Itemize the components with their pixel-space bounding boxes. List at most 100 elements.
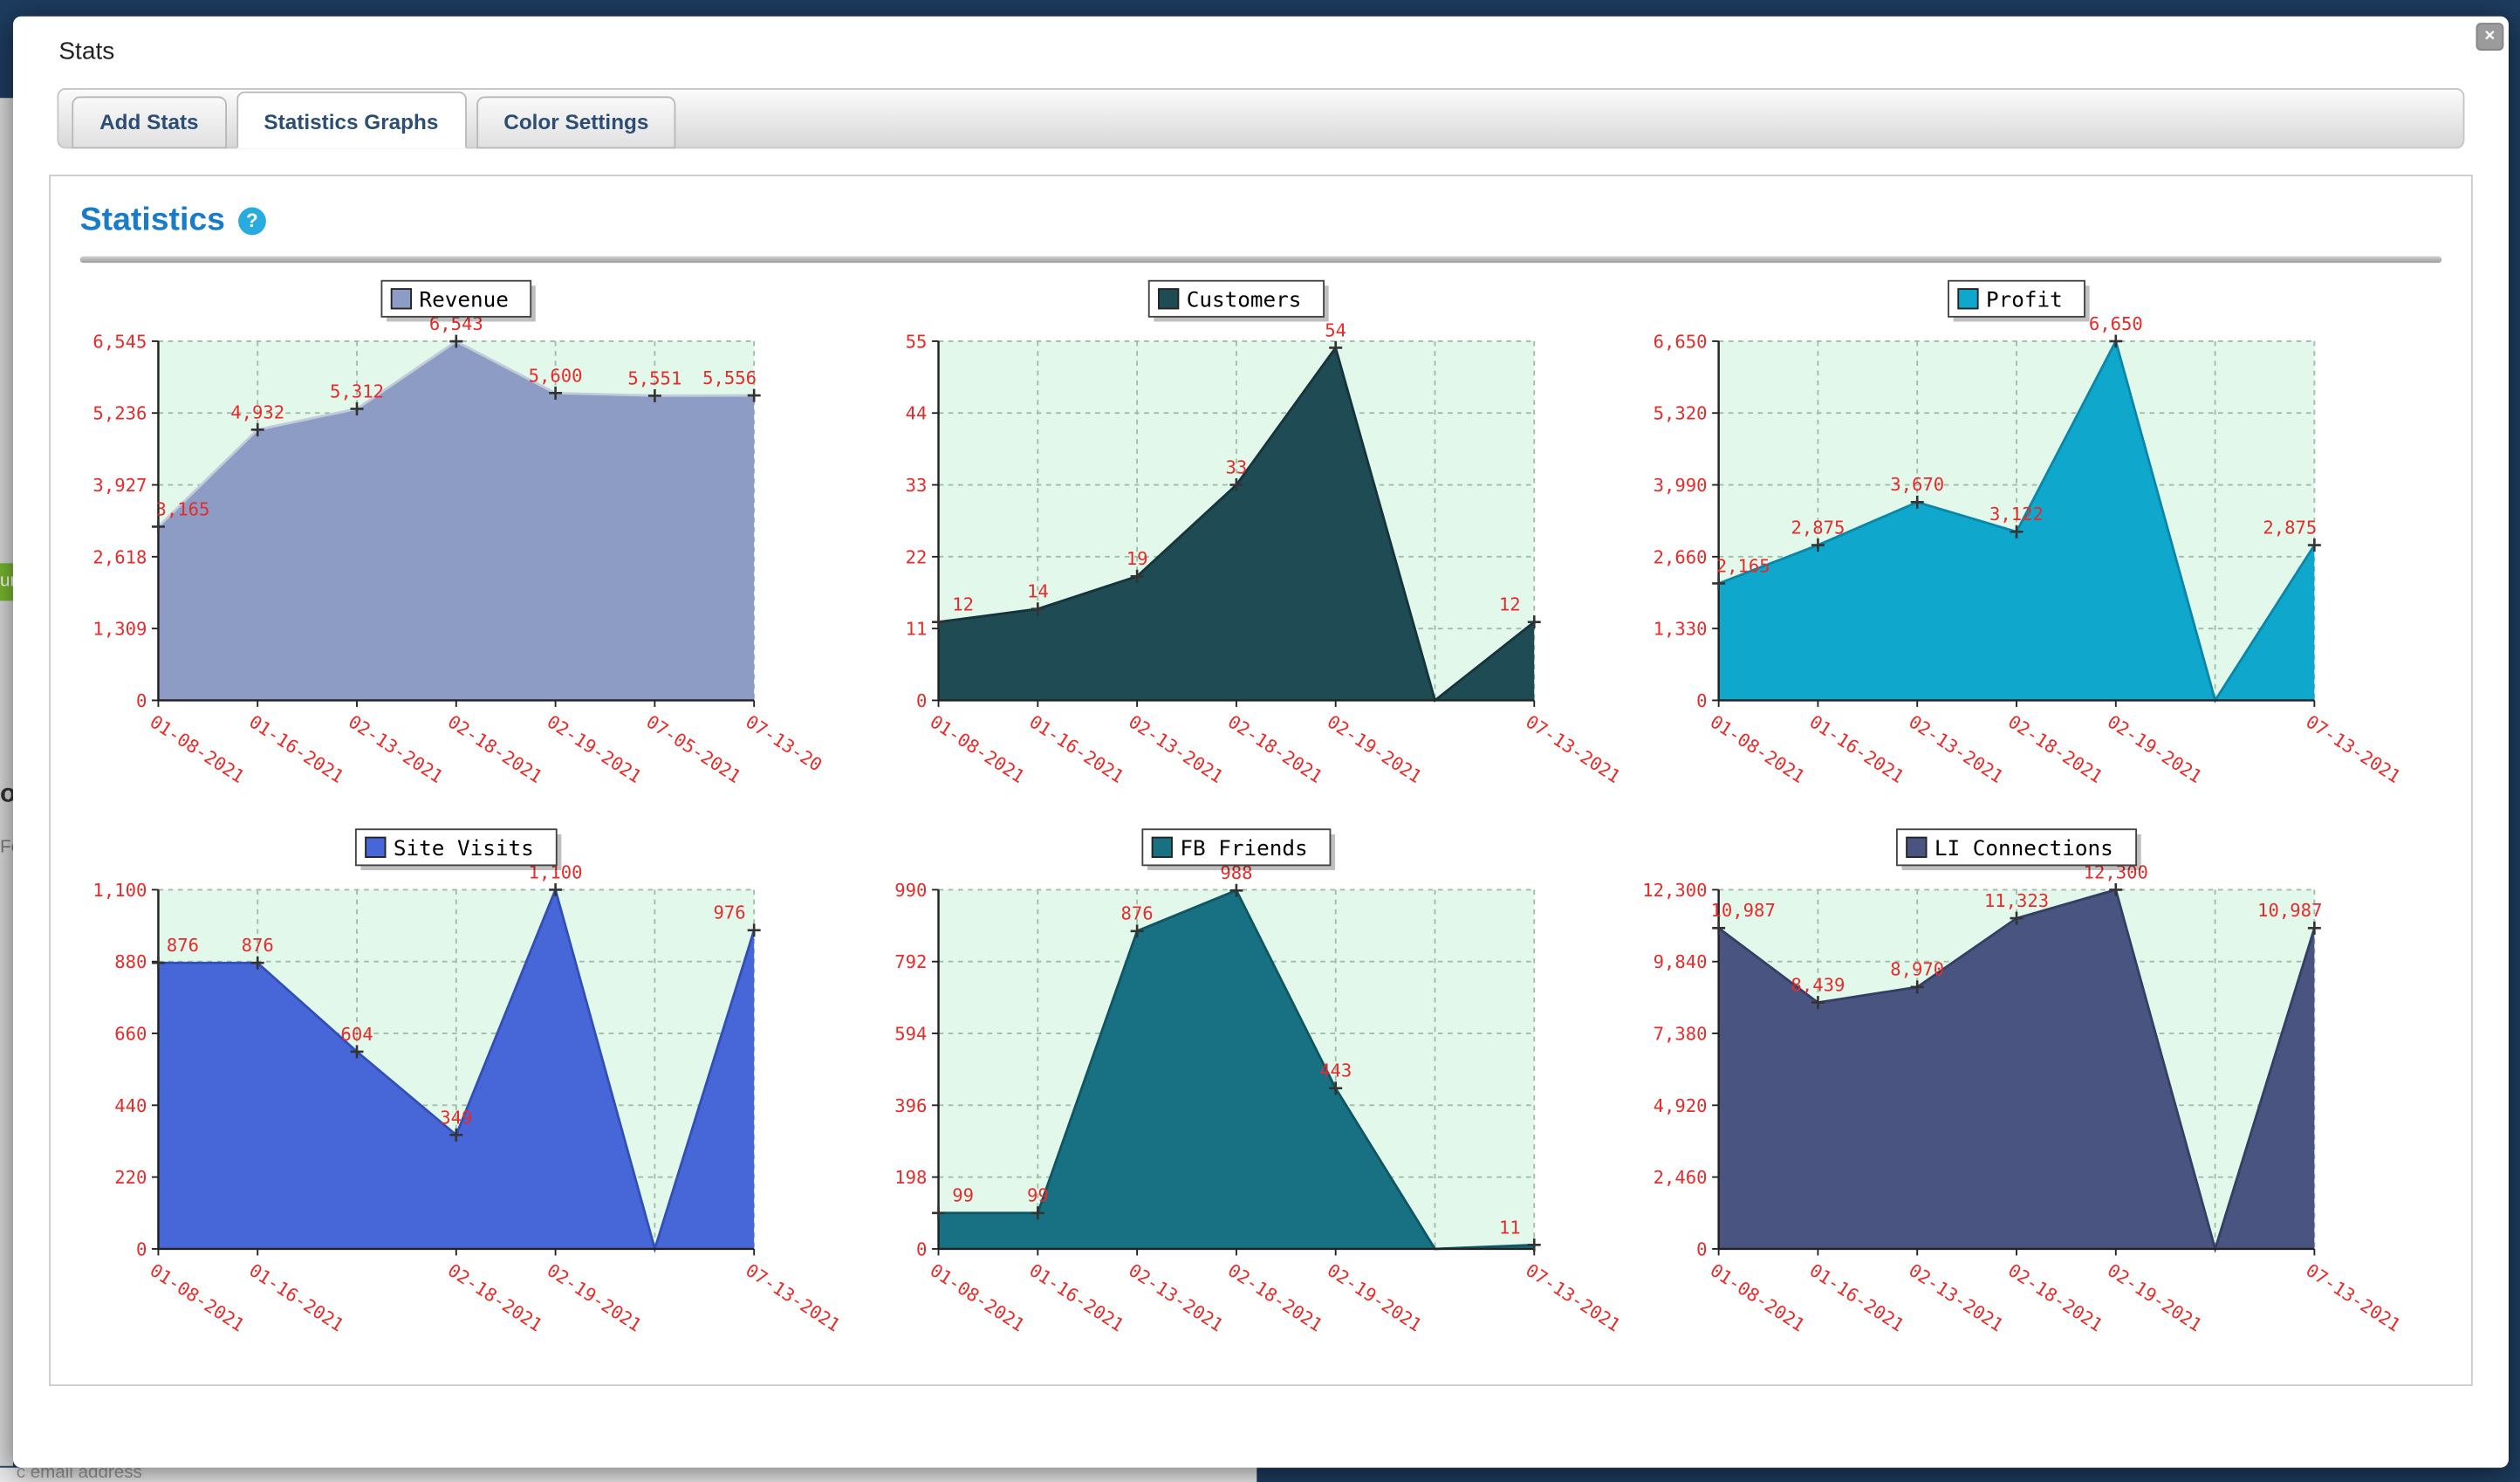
svg-text:07-13-2021: 07-13-2021 (1522, 1259, 1624, 1336)
background-heading-fragment: o (0, 780, 13, 810)
legend-label: FB Friends (1180, 835, 1307, 861)
svg-text:11,323: 11,323 (1984, 890, 2049, 911)
svg-text:5,320: 5,320 (1654, 403, 1708, 424)
svg-text:01-16-2021: 01-16-2021 (245, 1259, 347, 1336)
svg-text:02-18-2021: 02-18-2021 (444, 711, 546, 788)
area-series (158, 889, 755, 1249)
svg-text:876: 876 (1121, 903, 1154, 924)
svg-text:8,439: 8,439 (1791, 975, 1845, 996)
svg-text:10,987: 10,987 (2257, 900, 2322, 921)
svg-text:443: 443 (1319, 1060, 1352, 1081)
close-button[interactable]: × (2475, 23, 2504, 51)
svg-text:880: 880 (114, 951, 147, 972)
svg-text:5,236: 5,236 (92, 403, 147, 424)
panel-head: Statistics ? (80, 202, 2442, 240)
svg-text:594: 594 (894, 1024, 927, 1045)
svg-text:876: 876 (242, 935, 274, 956)
svg-text:02-13-2021: 02-13-2021 (1905, 1259, 2007, 1336)
svg-text:1,309: 1,309 (92, 619, 147, 640)
svg-text:8,970: 8,970 (1890, 959, 1944, 980)
legend-swatch (1158, 288, 1180, 310)
chart-legend: Site Visits (354, 828, 562, 870)
svg-text:02-19-2021: 02-19-2021 (1324, 711, 1426, 788)
svg-text:01-08-2021: 01-08-2021 (1707, 1259, 1809, 1336)
svg-text:07-13-2021: 07-13-2021 (2302, 711, 2404, 788)
chart-fb-friends: 0 198 396 594 792 990 01-08-2021 01-16-2021 02-1… (860, 825, 1640, 1350)
legend-label: Revenue (419, 287, 508, 312)
svg-text:07-05-2021: 07-05-2021 (642, 711, 744, 788)
svg-text:02-18-2021: 02-18-2021 (444, 1259, 546, 1336)
chart-svg: 0 11 22 33 44 55 01-08-202101-16-202102-13-202… (906, 279, 1624, 788)
background-button-fragment: ur (0, 563, 13, 601)
svg-text:2,660: 2,660 (1654, 546, 1708, 567)
svg-text:01-08-2021: 01-08-2021 (146, 1259, 248, 1336)
svg-text:22: 22 (906, 546, 928, 567)
svg-text:01-16-2021: 01-16-2021 (1025, 711, 1127, 788)
chart-legend: Customers (1147, 279, 1329, 322)
legend-label: Site Visits (394, 835, 534, 861)
svg-text:1,330: 1,330 (1654, 619, 1708, 640)
svg-text:0: 0 (1696, 690, 1707, 711)
chart-svg: 0 2,460 4,920 7,380 9,840 12,300 01-08-202101-… (1642, 828, 2404, 1336)
svg-text:07-13-2021: 07-13-2021 (2302, 1259, 2404, 1336)
svg-text:07-13-2021: 07-13-2021 (1522, 711, 1624, 788)
svg-text:02-18-2021: 02-18-2021 (1224, 1259, 1326, 1336)
svg-text:99: 99 (1027, 1185, 1049, 1206)
svg-text:2,165: 2,165 (1716, 555, 1770, 576)
svg-text:11: 11 (906, 619, 928, 640)
svg-text:07-13-2021: 07-13-2021 (742, 1259, 844, 1336)
svg-text:604: 604 (340, 1024, 373, 1045)
svg-text:3,165: 3,165 (156, 498, 210, 519)
svg-text:0: 0 (916, 690, 927, 711)
svg-text:6,650: 6,650 (1654, 331, 1708, 352)
modal-header: Stats (13, 17, 2509, 88)
chart-revenue: 0 1,309 2,618 3,927 5,236 6,545 01-08-2021 01-1… (80, 276, 860, 801)
svg-text:01-16-2021: 01-16-2021 (1805, 711, 1907, 788)
svg-text:3,990: 3,990 (1654, 475, 1708, 496)
area-series (158, 341, 755, 701)
svg-text:792: 792 (894, 951, 927, 972)
svg-text:3,927: 3,927 (92, 475, 147, 496)
chart-customers: 0 11 22 33 44 55 01-08-2021 01-16-2021 02-13-202… (860, 276, 1640, 801)
svg-text:0: 0 (136, 690, 147, 711)
tab-add-stats[interactable]: Add Stats (72, 96, 227, 149)
chart-legend: Revenue (380, 279, 536, 322)
chart-site-visits: 0 220 440 660 880 1,100 01-08-2021 01-16-2021 02… (80, 825, 860, 1350)
chart-profit: 0 1,330 2,660 3,990 5,320 6,650 01-08-2021 01-1… (1640, 276, 2421, 801)
svg-text:01-16-2021: 01-16-2021 (245, 711, 347, 788)
svg-text:02-13-2021: 02-13-2021 (1125, 711, 1227, 788)
statistics-panel: Statistics ? 0 1,309 2,618 3,927 5,236 6,545 0… (49, 175, 2473, 1387)
statistics-heading: Statistics (79, 202, 226, 239)
svg-text:12: 12 (1499, 594, 1521, 615)
svg-text:976: 976 (714, 902, 746, 923)
help-icon[interactable]: ? (237, 207, 266, 236)
svg-text:876: 876 (167, 935, 199, 956)
legend-label: Customers (1187, 287, 1302, 312)
svg-text:3,122: 3,122 (1989, 504, 2044, 525)
svg-text:12: 12 (952, 594, 974, 615)
tab-bar: Add Stats Statistics Graphs Color Settings (57, 88, 2465, 149)
background-page-edge: ur o Fo (0, 98, 13, 1466)
svg-text:02-19-2021: 02-19-2021 (544, 711, 646, 788)
area-series (938, 890, 1535, 1249)
svg-text:2,460: 2,460 (1654, 1167, 1708, 1188)
svg-text:6,650: 6,650 (2089, 313, 2143, 334)
svg-text:349: 349 (440, 1107, 472, 1128)
legend-swatch (1906, 836, 1928, 858)
svg-text:02-13-2021: 02-13-2021 (1905, 711, 2007, 788)
svg-text:01-08-2021: 01-08-2021 (927, 1259, 1029, 1336)
svg-text:02-19-2021: 02-19-2021 (544, 1259, 646, 1336)
tab-color-settings[interactable]: Color Settings (476, 96, 677, 149)
svg-text:19: 19 (1126, 548, 1148, 569)
chart-legend: FB Friends (1141, 828, 1336, 870)
svg-text:01-16-2021: 01-16-2021 (1805, 1259, 1907, 1336)
svg-text:4,920: 4,920 (1654, 1095, 1708, 1116)
svg-text:14: 14 (1027, 581, 1049, 602)
tab-statistics-graphs[interactable]: Statistics Graphs (236, 91, 467, 149)
chart-svg: 0 1,330 2,660 3,990 5,320 6,650 01-08-202101-1… (1654, 279, 2404, 788)
svg-text:990: 990 (894, 880, 927, 901)
svg-text:198: 198 (894, 1167, 927, 1188)
svg-text:7,380: 7,380 (1654, 1024, 1708, 1045)
svg-text:01-08-2021: 01-08-2021 (1707, 711, 1809, 788)
